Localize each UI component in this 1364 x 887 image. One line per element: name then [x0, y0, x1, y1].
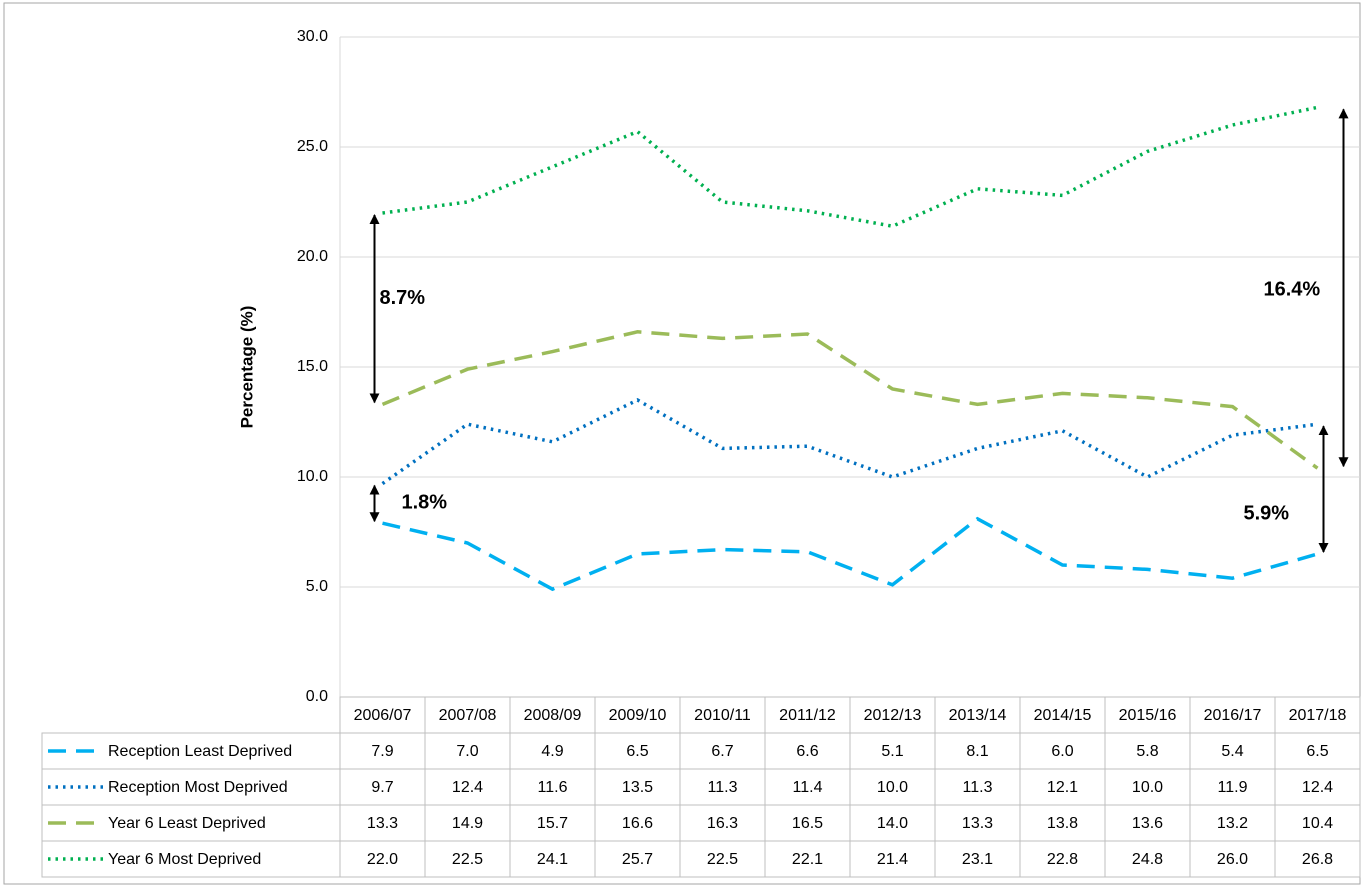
- table-value: 22.8: [1047, 851, 1078, 868]
- gap-label: 1.8%: [402, 492, 448, 514]
- table-value: 5.8: [1136, 743, 1158, 760]
- x-tick-label: 2007/08: [439, 707, 497, 724]
- table-value: 13.6: [1132, 815, 1163, 832]
- table-value: 21.4: [877, 851, 908, 868]
- table-value: 11.4: [793, 779, 823, 796]
- x-tick-label: 2016/17: [1204, 707, 1262, 724]
- table-value: 13.3: [367, 815, 398, 832]
- table-value: 6.0: [1051, 743, 1073, 760]
- series-line: [381, 398, 1318, 486]
- table-value: 15.7: [537, 815, 568, 832]
- table-value: 12.4: [1302, 779, 1333, 796]
- table-value: 22.5: [707, 851, 738, 868]
- table-value: 12.4: [452, 779, 483, 796]
- table-value: 6.6: [796, 743, 818, 760]
- table-value: 25.7: [622, 851, 653, 868]
- table-value: 22.5: [452, 851, 483, 868]
- y-tick-label: 20.0: [297, 248, 328, 265]
- table-value: 16.3: [707, 815, 738, 832]
- y-tick-label: 5.0: [306, 578, 328, 595]
- y-tick-label: 15.0: [297, 358, 328, 375]
- table-value: 10.4: [1302, 815, 1333, 832]
- table-value: 13.3: [962, 815, 993, 832]
- x-tick-label: 2014/15: [1034, 707, 1092, 724]
- table-value: 23.1: [962, 851, 993, 868]
- table-value: 11.9: [1218, 779, 1248, 796]
- table-value: 5.1: [881, 743, 903, 760]
- table-value: 14.9: [452, 815, 483, 832]
- x-tick-label: 2010/11: [694, 707, 751, 724]
- table-value: 7.0: [456, 743, 478, 760]
- table-value: 22.0: [367, 851, 398, 868]
- table-value: 12.1: [1047, 779, 1078, 796]
- x-tick-label: 2015/16: [1119, 707, 1177, 724]
- table-value: 13.2: [1217, 815, 1248, 832]
- x-tick-label: 2013/14: [949, 707, 1007, 724]
- series-line: [382, 516, 1318, 592]
- table-value: 13.8: [1047, 815, 1078, 832]
- table-value: 5.4: [1221, 743, 1243, 760]
- table-value: 11.3: [963, 779, 993, 796]
- series-line: [382, 105, 1318, 229]
- gap-label: 16.4%: [1264, 278, 1321, 300]
- table-value: 22.1: [792, 851, 823, 868]
- y-axis-title: Percentage (%): [237, 306, 256, 429]
- legend-label: Year 6 Least Deprived: [108, 815, 266, 832]
- table-value: 6.5: [1306, 743, 1328, 760]
- x-tick-label: 2011/12: [779, 707, 836, 724]
- table-value: 10.0: [877, 779, 908, 796]
- table-value: 16.6: [622, 815, 653, 832]
- chart-border: [3, 2, 1361, 885]
- y-tick-label: 10.0: [297, 468, 328, 485]
- x-tick-label: 2008/09: [524, 707, 582, 724]
- table-value: 6.7: [711, 743, 733, 760]
- table-value: 4.9: [541, 743, 563, 760]
- table-value: 13.5: [622, 779, 653, 796]
- y-tick-label: 0.0: [306, 688, 328, 705]
- y-tick-label: 30.0: [297, 28, 328, 45]
- series-line: [381, 330, 1319, 470]
- table-value: 26.0: [1217, 851, 1248, 868]
- table-value: 11.3: [708, 779, 738, 796]
- table-row: [41, 840, 1361, 878]
- legend-label: Year 6 Most Deprived: [108, 851, 261, 868]
- table-value: 24.8: [1132, 851, 1163, 868]
- x-tick-label: 2017/18: [1289, 707, 1347, 724]
- x-tick-label: 2006/07: [354, 707, 412, 724]
- table-value: 11.6: [538, 779, 568, 796]
- table-value: 7.9: [371, 743, 393, 760]
- table-value: 16.5: [792, 815, 823, 832]
- x-tick-label: 2009/10: [609, 707, 667, 724]
- legend-label: Reception Most Deprived: [108, 779, 288, 796]
- table-value: 24.1: [537, 851, 568, 868]
- gap-label: 5.9%: [1244, 502, 1290, 524]
- table-value: 10.0: [1132, 779, 1163, 796]
- legend-label: Reception Least Deprived: [108, 743, 292, 760]
- gap-label: 8.7%: [380, 287, 426, 309]
- y-tick-label: 25.0: [297, 138, 328, 155]
- table-value: 14.0: [877, 815, 908, 832]
- table-value: 6.5: [626, 743, 648, 760]
- x-tick-label: 2012/13: [864, 707, 922, 724]
- table-value: 9.7: [371, 779, 393, 796]
- table-value: 8.1: [966, 743, 988, 760]
- table-value: 26.8: [1302, 851, 1333, 868]
